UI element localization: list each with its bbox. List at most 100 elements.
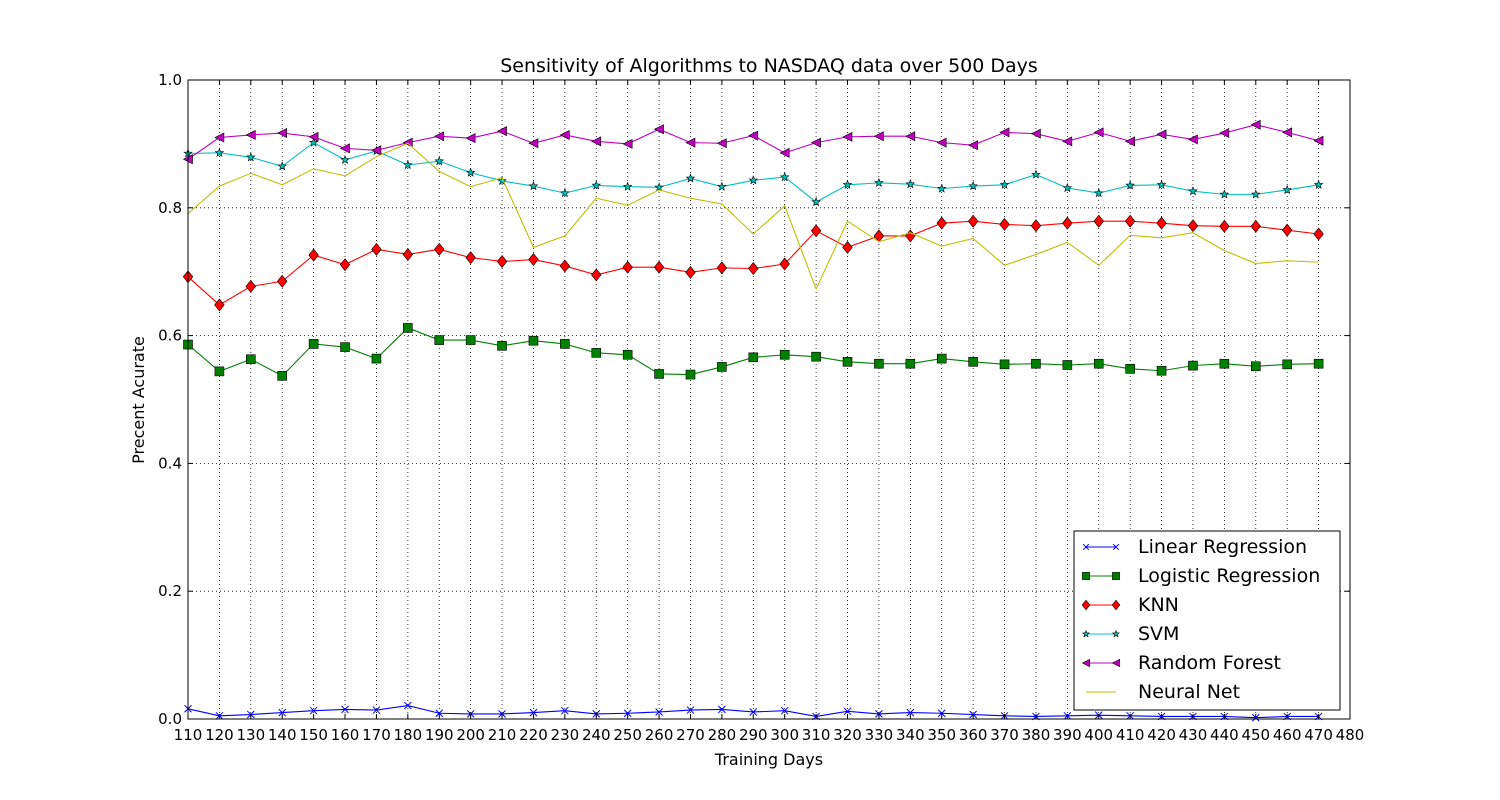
x-marker	[561, 706, 569, 715]
square-marker	[1282, 359, 1292, 370]
x-marker	[278, 708, 287, 717]
x-tick-label: 220	[519, 726, 548, 744]
diamond-marker	[1062, 216, 1073, 230]
diamond-marker	[339, 258, 351, 272]
star-marker	[403, 159, 413, 170]
series-neural-net	[187, 142, 1319, 291]
square-marker	[591, 348, 602, 358]
diamond-marker	[1156, 216, 1167, 230]
triangle-left-marker	[559, 129, 570, 140]
x-marker	[686, 706, 695, 714]
square-marker	[1125, 364, 1135, 374]
x-tick-label: 360	[959, 726, 988, 744]
diamond-marker	[967, 214, 979, 228]
legend-entry-knn: KNN	[1081, 594, 1179, 616]
x-tick-label: 380	[1022, 726, 1051, 744]
x-tick-label: 350	[927, 726, 956, 744]
square-marker	[842, 356, 853, 367]
x-marker	[309, 706, 318, 715]
x-marker-stroke	[529, 708, 538, 717]
star-marker	[465, 167, 476, 177]
star-marker	[591, 180, 602, 190]
star-marker	[1125, 180, 1135, 190]
triangle-left-marker	[779, 147, 790, 158]
triangle-left-marker	[1062, 136, 1073, 147]
triangle-left-marker	[1081, 658, 1090, 668]
diamond-marker	[434, 242, 445, 256]
x-tick-label: 450	[1241, 726, 1270, 744]
x-marker	[403, 701, 412, 710]
axis-ticks: 110 120 130 140 150 160 170 180 190 200 210 220 230 2…	[158, 71, 1364, 744]
diamond-marker	[1111, 599, 1121, 611]
x-tick-label: 310	[802, 726, 831, 744]
x-marker	[843, 707, 852, 716]
triangle-left-marker	[339, 143, 350, 154]
star-marker	[1082, 629, 1090, 638]
star-marker	[497, 175, 507, 186]
star-marker	[999, 179, 1010, 189]
square-marker	[685, 369, 696, 380]
x-marker	[875, 710, 883, 718]
diamond-marker	[1282, 223, 1293, 237]
x-tick-label: 250	[613, 726, 642, 744]
legend-label: Linear Regression	[1138, 536, 1307, 558]
x-marker	[1082, 543, 1090, 551]
x-marker-stroke	[686, 706, 695, 714]
diamond-marker	[559, 259, 571, 273]
x-marker	[435, 709, 444, 718]
triangle-left-marker	[873, 131, 884, 142]
square-marker	[654, 369, 664, 379]
square-marker	[1093, 358, 1104, 369]
triangle-left-marker	[1219, 128, 1230, 139]
triangle-left-marker	[434, 131, 445, 142]
square-marker	[528, 335, 539, 346]
star-marker	[1188, 186, 1198, 196]
star-marker	[1250, 189, 1261, 199]
legend-entry-random-forest: Random Forest	[1081, 652, 1281, 674]
x-tick-label: 410	[1116, 726, 1145, 744]
series-knn	[182, 214, 1324, 312]
x-tick-label: 230	[551, 726, 580, 744]
triangle-left-marker	[277, 128, 288, 139]
x-tick-label: 330	[865, 726, 894, 744]
x-marker-stroke	[749, 708, 758, 716]
x-tick-label: 320	[833, 726, 862, 744]
x-marker-stroke	[372, 706, 381, 714]
star-marker	[748, 175, 759, 185]
plot-frame	[187, 79, 1351, 720]
x-tick-label: 480	[1336, 726, 1365, 744]
x-tick-label: 370	[990, 726, 1019, 744]
star-marker	[1156, 179, 1167, 189]
x-tick-label: 400	[1084, 726, 1113, 744]
legend-entry-svm: SVM	[1082, 623, 1179, 645]
diamond-marker	[402, 247, 414, 261]
x-marker	[498, 710, 506, 718]
plot-series	[182, 119, 1324, 722]
diamond-marker	[1030, 219, 1042, 233]
x-tick-label: 200	[456, 726, 485, 744]
star-marker	[905, 179, 916, 189]
star-marker	[685, 173, 696, 183]
diamond-marker	[528, 253, 539, 267]
x-marker-stroke	[718, 705, 726, 714]
square-marker	[277, 371, 288, 381]
star-marker	[811, 197, 821, 207]
star-marker	[1112, 629, 1120, 638]
x-tick-label: 130	[236, 726, 265, 744]
diamond-marker	[748, 262, 759, 275]
diamond-marker	[653, 260, 665, 274]
square-marker	[622, 349, 633, 360]
diamond-marker	[1081, 599, 1091, 611]
triangle-left-marker	[1030, 128, 1041, 139]
x-tick-label: 290	[739, 726, 768, 744]
x-tick-label: 170	[362, 726, 391, 744]
square-marker	[748, 352, 759, 363]
star-marker	[779, 172, 790, 182]
triangle-left-marker	[999, 127, 1010, 138]
y-tick-label: 0.2	[158, 582, 182, 600]
x-tick-label: 270	[676, 726, 705, 744]
triangle-left-marker	[1093, 127, 1104, 138]
diamond-marker	[779, 257, 790, 271]
star-marker	[434, 156, 445, 166]
triangle-left-marker	[653, 124, 664, 135]
